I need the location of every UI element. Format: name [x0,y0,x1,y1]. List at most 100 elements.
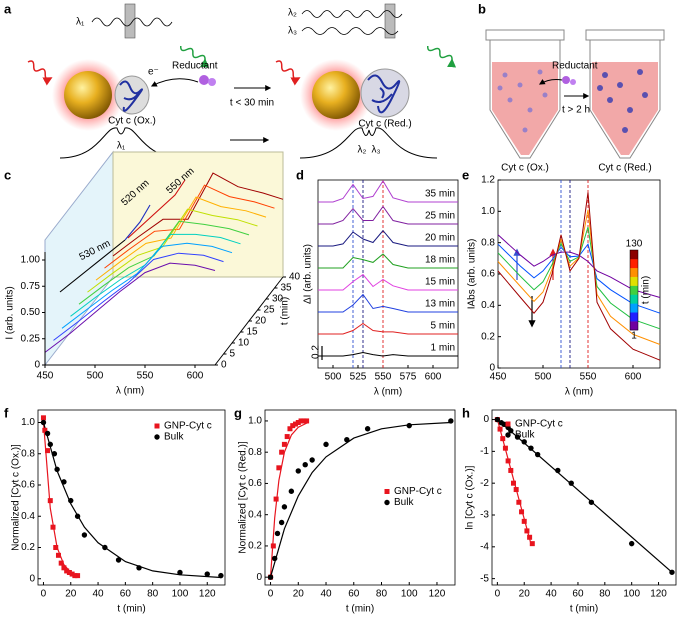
y-axis-label: ΔI (arb. units) [303,244,314,304]
y-tick-label: 0.8 [248,447,262,458]
x-tick-label: 450 [37,371,54,382]
t-tick-label: 30 [272,294,284,305]
marker [514,434,521,440]
legend-label: Bulk [164,432,184,443]
marker [58,560,64,566]
x-tick-label: 20 [65,589,77,600]
marker [288,488,295,494]
t-tick-label: 40 [289,272,301,283]
lambda-label: λ₃ [371,145,380,156]
x-tick-label: 600 [625,372,642,383]
x-tick-label: 500 [87,371,104,382]
fit-line [269,421,451,578]
x-tick-label: 600 [425,372,442,383]
marker [53,545,59,550]
x-tick-label: 500 [325,372,342,383]
arrow [538,78,563,85]
spectrum [497,226,661,330]
y-axis-label: Normalized [Cyt c (Ox.)] [11,444,22,551]
y-tick-label: 1.00 [21,255,41,266]
marker [64,568,70,574]
x-tick-label: 550 [375,372,392,383]
marker [279,449,285,455]
marker [154,423,160,429]
marker [519,509,525,515]
marker [273,496,279,502]
y-tick-label: 0 [256,572,262,583]
y-tick-label: 1.0 [21,417,35,428]
x-tick-label: 60 [572,589,584,600]
x-tick-label: 0 [495,589,501,600]
marker [272,555,278,562]
filter-bar [384,3,396,39]
marker [44,430,51,437]
y-tick-label: 0.4 [248,509,262,520]
legend-label: GNP-Cyt c [164,421,212,432]
t-tick-label: 20 [255,316,267,327]
spectrum [318,180,458,203]
fit-line [269,421,309,578]
x-tick-label: 0 [268,589,274,600]
y-tick-label: -2 [480,478,489,489]
x-tick-label: 120 [650,589,667,600]
time-label: t > 2 h [562,105,590,116]
lambda-label: λ₁ [76,17,85,28]
marker [309,457,315,463]
x-axis-label: λ (nm) [374,387,402,398]
protein-ribbon [119,80,143,112]
marker [204,571,210,577]
marker [47,441,53,448]
lambda-label: λ₃ [288,26,297,37]
marker [287,426,293,432]
series-label: 20 min [425,233,455,244]
x-axis-label: t (min) [570,604,598,615]
marker [501,421,507,428]
marker [74,513,81,519]
marker [508,467,514,473]
lambda-label: λ₁ [117,141,126,152]
protein [360,68,410,118]
x-tick-label: 0 [41,589,47,600]
marker [68,497,74,504]
marker [281,441,287,447]
lambda-label: λ₂ [288,8,297,19]
reductant [208,78,216,86]
x-tick-label: 550 [580,372,597,383]
spectrum [299,127,438,159]
marker [177,569,183,576]
x-tick-label: 40 [320,589,332,600]
y-tick-label: 0 [483,414,489,425]
molecules [497,69,548,133]
x-axis-label: t (min) [346,604,374,615]
marker [281,504,288,510]
marker [510,480,516,486]
marker [115,557,122,563]
reductant-label: Reductant [552,61,598,72]
wave [301,10,403,18]
caption: Cyt c (Red.) [598,163,651,174]
marker [628,540,635,547]
spectrum [44,262,216,353]
marker [669,569,675,575]
reductant [570,79,576,85]
spectrum [112,172,284,257]
panel-g: 0 20 40 60 80 100 120 0 0.2 0.4 0.6 0.8 1.0 t (min) No… [234,405,456,615]
colorbar-label: t (min) [641,276,652,304]
protein-ribbon [367,74,401,114]
marker [494,416,501,423]
marker [527,534,533,540]
marker [384,499,390,506]
colorbar-segment [630,276,638,286]
wave [301,27,399,35]
panel-b: b Reductant t > 2 h Cyt c (Ox.) Cyt c (R… [478,1,665,174]
panel-label: h [462,405,470,420]
marker [505,421,511,427]
y-tick-label: 0.6 [481,269,495,280]
colorbar-segment [630,258,638,269]
marker [42,427,48,433]
marker [516,499,522,505]
plot-frame [37,409,226,586]
legend-label: Bulk [515,430,535,441]
y-tick-label: 0.6 [21,480,35,491]
scale-bar-label: 0.2 [311,345,322,359]
